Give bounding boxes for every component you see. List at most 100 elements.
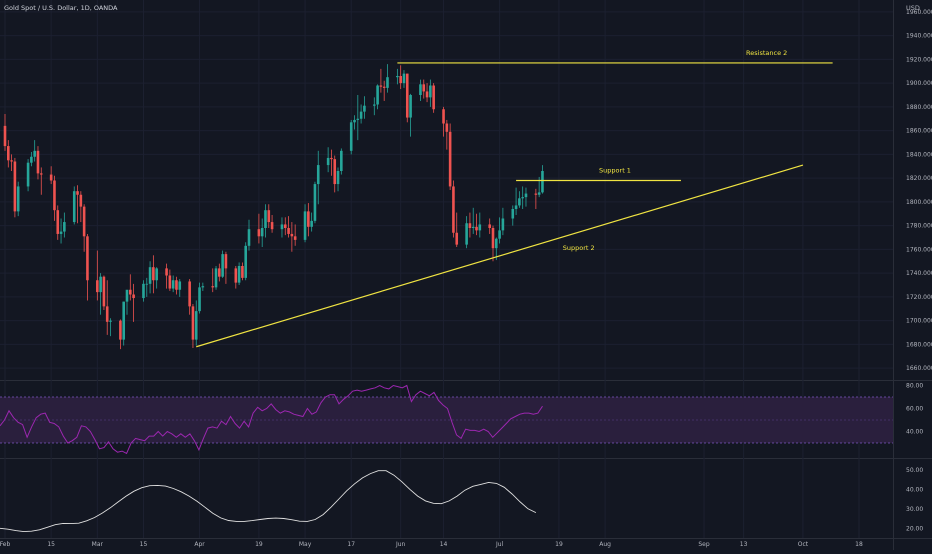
x-tick-label: 14 <box>440 541 448 548</box>
osc-tick-label: 40.00 <box>906 486 923 493</box>
x-tick-label: 15 <box>140 541 148 548</box>
candle-body <box>514 205 518 209</box>
candle <box>313 181 317 224</box>
candle <box>3 114 7 151</box>
drawing-label-support-1: Support 1 <box>599 167 631 175</box>
candle <box>422 79 426 99</box>
candle <box>478 212 482 238</box>
candle-body <box>333 159 337 185</box>
rsi-tick-label: 40.00 <box>906 429 923 436</box>
candle <box>59 218 63 244</box>
candle <box>188 279 191 315</box>
candle <box>386 64 389 93</box>
candle <box>224 251 228 284</box>
currency-label: USD <box>906 4 920 12</box>
candle-body <box>310 220 313 227</box>
x-tick-label: Oct <box>798 541 809 548</box>
candle-body <box>175 280 178 290</box>
candle-body <box>13 161 17 212</box>
candle-body <box>422 84 426 92</box>
candle <box>310 212 313 232</box>
candle <box>511 205 515 226</box>
candle <box>488 218 492 234</box>
candle <box>356 95 360 141</box>
candle <box>448 123 452 190</box>
candle <box>465 216 468 249</box>
candle <box>399 65 402 90</box>
candle <box>63 212 66 238</box>
rsi-line <box>0 384 543 455</box>
candle <box>498 217 501 244</box>
candle <box>198 282 201 314</box>
candle-body <box>234 268 238 283</box>
candle-body <box>442 109 445 124</box>
candle <box>53 175 56 221</box>
candle-body <box>518 198 521 206</box>
candle-body <box>425 91 429 98</box>
candle-body <box>290 233 294 237</box>
candle-body <box>119 320 122 340</box>
candle-body <box>471 226 475 228</box>
candle <box>353 115 356 130</box>
candle <box>429 79 432 107</box>
candle-body <box>267 210 271 223</box>
candle-body <box>145 283 149 285</box>
candle-body <box>448 131 452 187</box>
candle <box>521 186 524 209</box>
x-tick-label: 19 <box>255 541 263 548</box>
y-tick-label: 1660.000 <box>906 365 932 372</box>
candle-body <box>109 320 112 322</box>
candle-body <box>244 245 248 278</box>
candle-body <box>96 280 99 293</box>
candle <box>33 140 36 162</box>
candle-body <box>152 267 155 281</box>
candle <box>122 301 126 346</box>
x-tick-label: Jun <box>395 541 406 548</box>
candle <box>99 273 102 315</box>
candle <box>333 155 337 193</box>
candle-body <box>521 197 524 199</box>
candle <box>241 262 244 281</box>
candle <box>349 119 353 155</box>
candle-body <box>455 232 459 245</box>
candle-body <box>168 275 172 289</box>
candle <box>514 187 518 215</box>
candle-body <box>478 224 482 231</box>
candle <box>541 165 544 194</box>
oscillator-line <box>0 470 537 533</box>
candle <box>534 188 538 209</box>
candle-body <box>26 162 30 187</box>
candle <box>372 97 376 116</box>
candle-body <box>30 156 33 163</box>
candle-body <box>264 210 267 228</box>
candle-body <box>356 118 360 120</box>
candle-body <box>386 77 389 88</box>
candle <box>326 147 330 173</box>
candle-body <box>198 287 201 312</box>
candle-body <box>402 73 406 84</box>
candle <box>283 217 287 236</box>
candle-body <box>224 254 228 269</box>
candle-body <box>488 224 492 228</box>
candle-body <box>218 268 221 277</box>
candle-body <box>191 306 195 340</box>
candle <box>307 203 310 237</box>
candle-body <box>340 150 343 171</box>
candle-body <box>165 268 168 276</box>
candle-body <box>63 222 66 232</box>
x-tick-label: 18 <box>855 541 863 548</box>
candle <box>79 191 83 223</box>
candle <box>178 279 182 297</box>
candle <box>419 79 422 101</box>
candle-body <box>59 231 63 234</box>
candle <box>119 319 122 350</box>
candle <box>221 250 224 278</box>
candle-body <box>188 281 191 307</box>
candle <box>105 280 109 335</box>
x-tick-label: Sep <box>698 541 710 548</box>
candle <box>475 213 478 236</box>
x-tick-label: 19 <box>555 541 563 548</box>
candle-body <box>211 286 215 288</box>
candle-body <box>491 228 495 249</box>
